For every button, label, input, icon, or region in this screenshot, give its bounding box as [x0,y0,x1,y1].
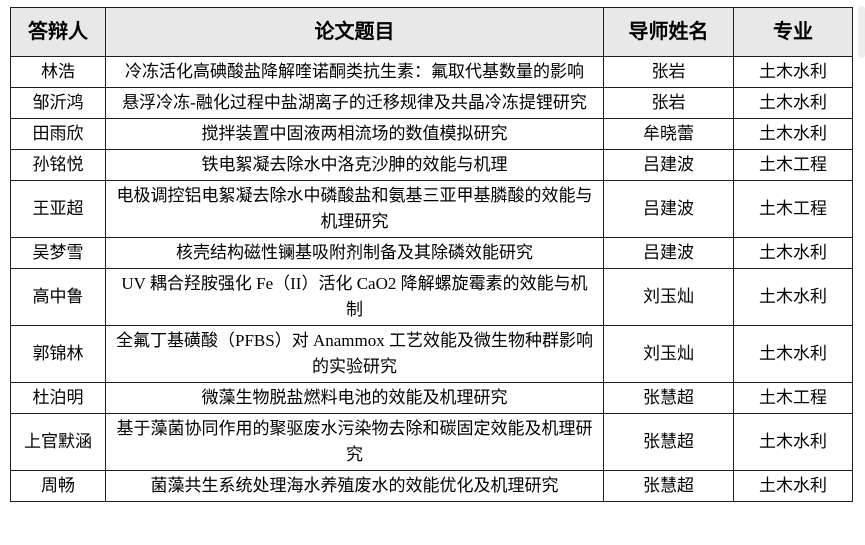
table-row: 田雨欣 搅拌装置中固液两相流场的数值模拟研究 牟晓蕾 土木水利 [10,118,853,150]
table-row: 林浩 冷冻活化高碘酸盐降解喹诺酮类抗生素：氟取代基数量的影响 张岩 土木水利 [10,56,853,88]
column-header-advisor: 导师姓名 [603,7,734,57]
thesis-title-cell: 搅拌装置中固液两相流场的数值模拟研究 [105,118,604,150]
thesis-title-cell: 菌藻共生系统处理海水养殖废水的效能优化及机理研究 [105,470,604,502]
advisor-name-cell: 张慧超 [603,413,734,471]
scrollbar-thumb[interactable] [858,6,865,58]
table-row: 杜泊明 微藻生物脱盐燃料电池的效能及机理研究 张慧超 土木工程 [10,382,853,414]
advisor-name-cell: 刘玉灿 [603,325,734,383]
major-cell: 土木水利 [733,325,853,383]
table-row: 王亚超 电极调控铝电絮凝去除水中磷酸盐和氨基三亚甲基膦酸的效能与机理研究 吕建波… [10,180,853,238]
advisor-name-cell: 张岩 [603,56,734,88]
column-header-major: 专业 [733,7,853,57]
advisor-name-cell: 牟晓蕾 [603,118,734,150]
major-cell: 土木工程 [733,149,853,181]
thesis-title-cell: 基于藻菌协同作用的聚驱废水污染物去除和碳固定效能及机理研究 [105,413,604,471]
advisor-name-cell: 张慧超 [603,382,734,414]
defender-name-cell: 田雨欣 [10,118,106,150]
major-cell: 土木水利 [733,87,853,119]
advisor-name-cell: 吕建波 [603,149,734,181]
major-cell: 土木水利 [733,237,853,269]
table-row: 上官默涵 基于藻菌协同作用的聚驱废水污染物去除和碳固定效能及机理研究 张慧超 土… [10,413,853,471]
thesis-title-cell: 冷冻活化高碘酸盐降解喹诺酮类抗生素：氟取代基数量的影响 [105,56,604,88]
advisor-name-cell: 吕建波 [603,180,734,238]
defender-name-cell: 高中鲁 [10,268,106,326]
defender-name-cell: 吴梦雪 [10,237,106,269]
thesis-title-cell: 电极调控铝电絮凝去除水中磷酸盐和氨基三亚甲基膦酸的效能与机理研究 [105,180,604,238]
major-cell: 土木工程 [733,180,853,238]
table-row: 高中鲁 UV 耦合羟胺强化 Fe（II）活化 CaO2 降解螺旋霉素的效能与机制… [10,268,853,326]
advisor-name-cell: 吕建波 [603,237,734,269]
table-row: 孙铭悦 铁电絮凝去除水中洛克沙胂的效能与机理 吕建波 土木工程 [10,149,853,181]
defender-name-cell: 杜泊明 [10,382,106,414]
advisor-name-cell: 刘玉灿 [603,268,734,326]
major-cell: 土木水利 [733,56,853,88]
table-body: 林浩 冷冻活化高碘酸盐降解喹诺酮类抗生素：氟取代基数量的影响 张岩 土木水利 邹… [10,56,853,502]
thesis-title-cell: 微藻生物脱盐燃料电池的效能及机理研究 [105,382,604,414]
major-cell: 土木水利 [733,470,853,502]
major-cell: 土木水利 [733,268,853,326]
header-row: 答辩人 论文题目 导师姓名 专业 [10,7,853,57]
column-header-thesis-title: 论文题目 [105,7,604,57]
defender-name-cell: 孙铭悦 [10,149,106,181]
defender-name-cell: 上官默涵 [10,413,106,471]
thesis-title-cell: 全氟丁基磺酸（PFBS）对 Anammox 工艺效能及微生物种群影响的实验研究 [105,325,604,383]
defense-schedule-table: 答辩人 论文题目 导师姓名 专业 林浩 冷冻活化高碘酸盐降解喹诺酮类抗生素：氟取… [10,7,853,502]
thesis-title-cell: 铁电絮凝去除水中洛克沙胂的效能与机理 [105,149,604,181]
advisor-name-cell: 张慧超 [603,470,734,502]
major-cell: 土木工程 [733,382,853,414]
column-header-defender: 答辩人 [10,7,106,57]
thesis-title-cell: UV 耦合羟胺强化 Fe（II）活化 CaO2 降解螺旋霉素的效能与机制 [105,268,604,326]
major-cell: 土木水利 [733,118,853,150]
defender-name-cell: 周畅 [10,470,106,502]
major-cell: 土木水利 [733,413,853,471]
table-row: 郭锦林 全氟丁基磺酸（PFBS）对 Anammox 工艺效能及微生物种群影响的实… [10,325,853,383]
defender-name-cell: 林浩 [10,56,106,88]
defender-name-cell: 邹沂鸿 [10,87,106,119]
thesis-title-cell: 核壳结构磁性镧基吸附剂制备及其除磷效能研究 [105,237,604,269]
table-row: 邹沂鸿 悬浮冷冻-融化过程中盐湖离子的迁移规律及共晶冷冻提锂研究 张岩 土木水利 [10,87,853,119]
advisor-name-cell: 张岩 [603,87,734,119]
defender-name-cell: 王亚超 [10,180,106,238]
defender-name-cell: 郭锦林 [10,325,106,383]
thesis-title-cell: 悬浮冷冻-融化过程中盐湖离子的迁移规律及共晶冷冻提锂研究 [105,87,604,119]
document-page: 答辩人 论文题目 导师姓名 专业 林浩 冷冻活化高碘酸盐降解喹诺酮类抗生素：氟取… [10,7,853,502]
table-row: 周畅 菌藻共生系统处理海水养殖废水的效能优化及机理研究 张慧超 土木水利 [10,470,853,502]
table-row: 吴梦雪 核壳结构磁性镧基吸附剂制备及其除磷效能研究 吕建波 土木水利 [10,237,853,269]
